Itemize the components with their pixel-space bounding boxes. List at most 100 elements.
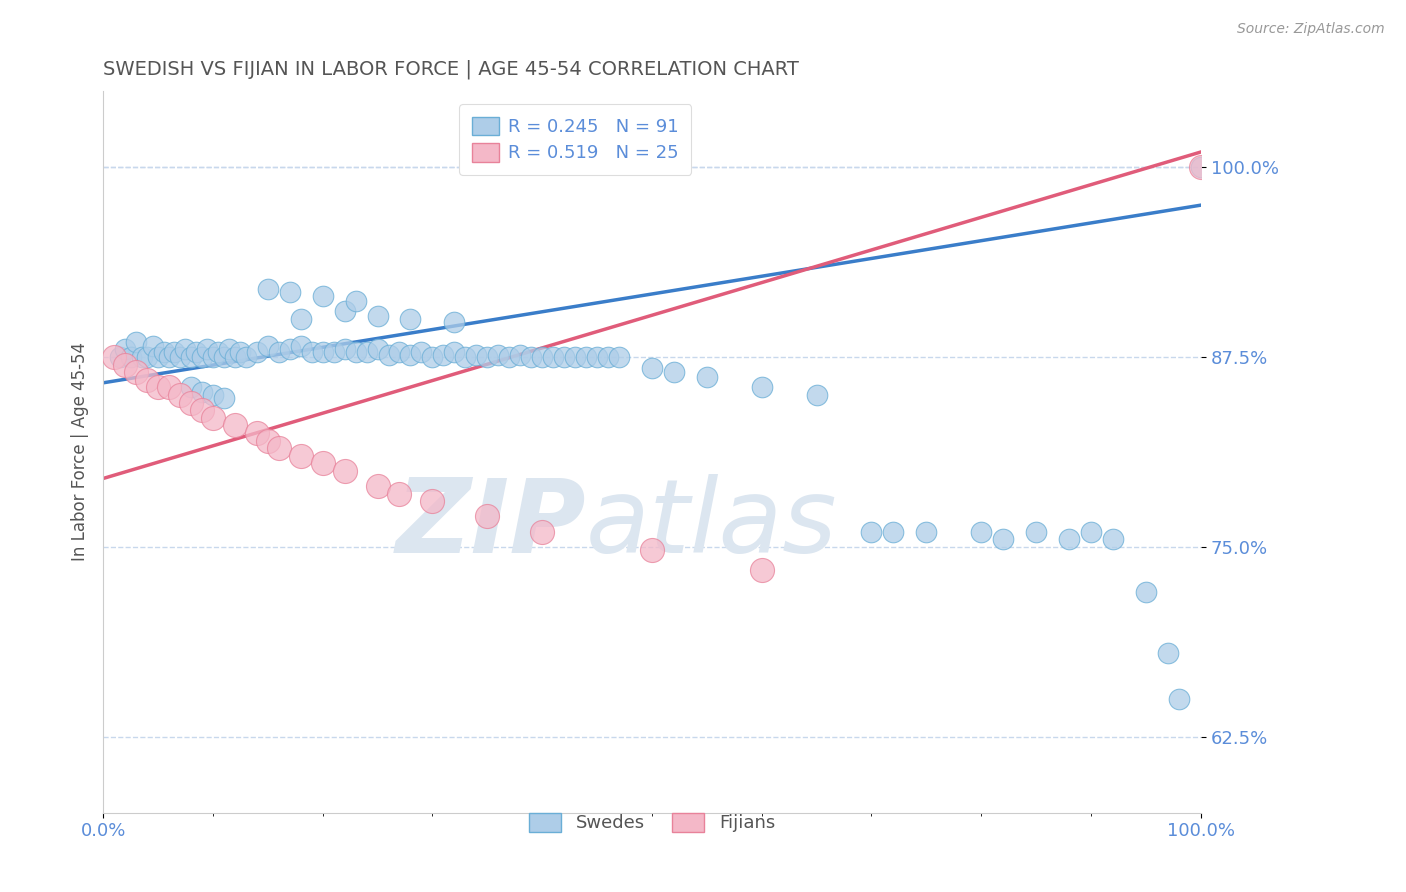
- Point: [169, 388, 191, 402]
- Point: [553, 350, 575, 364]
- Point: [333, 464, 356, 478]
- Point: [367, 479, 389, 493]
- Legend: Swedes, Fijians: Swedes, Fijians: [517, 802, 786, 843]
- Point: [311, 345, 333, 359]
- Point: [411, 345, 433, 359]
- Point: [993, 533, 1015, 547]
- Point: [477, 350, 499, 364]
- Point: [751, 563, 773, 577]
- Point: [443, 315, 465, 329]
- Point: [311, 456, 333, 470]
- Point: [531, 524, 554, 539]
- Point: [201, 410, 224, 425]
- Point: [108, 350, 131, 364]
- Point: [367, 309, 389, 323]
- Point: [1057, 533, 1080, 547]
- Point: [114, 358, 136, 372]
- Point: [267, 441, 290, 455]
- Point: [399, 349, 422, 363]
- Point: [157, 350, 180, 364]
- Point: [422, 494, 444, 508]
- Point: [180, 380, 202, 394]
- Point: [136, 350, 159, 364]
- Point: [246, 425, 269, 440]
- Point: [311, 289, 333, 303]
- Point: [207, 345, 229, 359]
- Point: [333, 343, 356, 357]
- Point: [388, 345, 411, 359]
- Point: [1157, 646, 1180, 660]
- Point: [278, 285, 301, 299]
- Point: [146, 350, 169, 364]
- Point: [201, 388, 224, 402]
- Point: [256, 434, 278, 448]
- Point: [224, 350, 246, 364]
- Point: [1025, 524, 1047, 539]
- Point: [201, 350, 224, 364]
- Point: [125, 365, 148, 379]
- Point: [125, 334, 148, 349]
- Point: [356, 345, 378, 359]
- Y-axis label: In Labor Force | Age 45-54: In Labor Force | Age 45-54: [72, 343, 89, 561]
- Point: [235, 350, 257, 364]
- Point: [696, 369, 718, 384]
- Point: [152, 345, 174, 359]
- Point: [432, 349, 454, 363]
- Point: [218, 343, 240, 357]
- Point: [120, 350, 142, 364]
- Point: [290, 339, 312, 353]
- Point: [191, 384, 214, 399]
- Point: [141, 339, 163, 353]
- Point: [180, 350, 202, 364]
- Point: [224, 418, 246, 433]
- Point: [422, 350, 444, 364]
- Point: [290, 312, 312, 326]
- Point: [146, 380, 169, 394]
- Point: [498, 350, 520, 364]
- Point: [596, 350, 619, 364]
- Point: [806, 388, 828, 402]
- Point: [1189, 160, 1212, 174]
- Text: SWEDISH VS FIJIAN IN LABOR FORCE | AGE 45-54 CORRELATION CHART: SWEDISH VS FIJIAN IN LABOR FORCE | AGE 4…: [103, 60, 799, 79]
- Point: [256, 282, 278, 296]
- Point: [114, 343, 136, 357]
- Text: Source: ZipAtlas.com: Source: ZipAtlas.com: [1237, 22, 1385, 37]
- Point: [509, 349, 531, 363]
- Point: [163, 345, 186, 359]
- Point: [301, 345, 323, 359]
- Point: [103, 350, 125, 364]
- Text: atlas: atlas: [586, 474, 838, 574]
- Point: [229, 345, 252, 359]
- Point: [157, 380, 180, 394]
- Point: [607, 350, 630, 364]
- Point: [575, 350, 598, 364]
- Point: [1135, 585, 1157, 599]
- Point: [136, 373, 159, 387]
- Point: [212, 391, 235, 405]
- Point: [454, 350, 477, 364]
- Point: [541, 350, 564, 364]
- Point: [267, 345, 290, 359]
- Point: [197, 343, 219, 357]
- Point: [465, 349, 488, 363]
- Point: [174, 343, 197, 357]
- Text: ZIP: ZIP: [395, 474, 586, 574]
- Point: [256, 339, 278, 353]
- Point: [641, 542, 664, 557]
- Point: [131, 350, 153, 364]
- Point: [322, 345, 344, 359]
- Point: [344, 293, 367, 308]
- Point: [915, 524, 938, 539]
- Point: [586, 350, 609, 364]
- Point: [399, 312, 422, 326]
- Point: [367, 343, 389, 357]
- Point: [662, 365, 685, 379]
- Point: [641, 360, 664, 375]
- Point: [1102, 533, 1125, 547]
- Point: [882, 524, 904, 539]
- Point: [212, 350, 235, 364]
- Point: [186, 345, 208, 359]
- Point: [443, 345, 465, 359]
- Point: [970, 524, 993, 539]
- Point: [1080, 524, 1102, 539]
